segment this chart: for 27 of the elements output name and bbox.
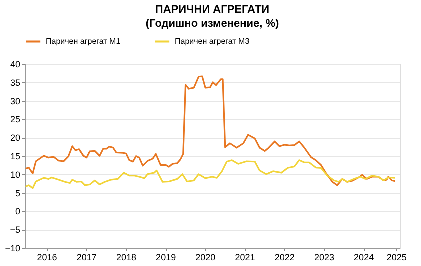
x-tick-label: 2021 [235, 252, 256, 262]
y-tick-label: 15 [10, 152, 20, 162]
x-tick-label: 2019 [156, 252, 176, 262]
x-tick-label: 2020 [196, 252, 216, 262]
y-tick-label: 30 [10, 96, 20, 106]
chart-subtitle: (Годишно изменение, %) [146, 18, 280, 30]
x-tick-label: 2017 [76, 252, 97, 262]
y-tick-label: 25 [10, 114, 20, 125]
legend-label: Паричен агрегат М1 [46, 36, 122, 46]
y-tick-label: 5 [15, 188, 20, 198]
y-tick-label: −5 [10, 225, 20, 236]
x-tick-label: 2018 [116, 252, 136, 262]
line-series [24, 160, 396, 190]
x-tick-label: 2023 [314, 252, 334, 262]
y-tick-label: −10 [5, 244, 20, 254]
y-tick-label: 35 [10, 78, 20, 88]
x-tick-label: 2025 [386, 252, 407, 262]
y-tick-label: 10 [10, 170, 20, 180]
line-series [24, 76, 396, 186]
x-tick-label: 2024 [354, 252, 374, 262]
y-tick-label: 40 [10, 60, 20, 70]
x-tick-label: 2022 [274, 252, 295, 262]
chart-title: ПАРИЧНИ АГРЕГАТИ [155, 4, 270, 16]
y-tick-label: 20 [10, 133, 20, 144]
legend-label: Паричен агрегат М3 [175, 36, 250, 46]
x-tick-label: 2016 [37, 252, 58, 262]
y-tick-label: 0 [15, 206, 20, 217]
